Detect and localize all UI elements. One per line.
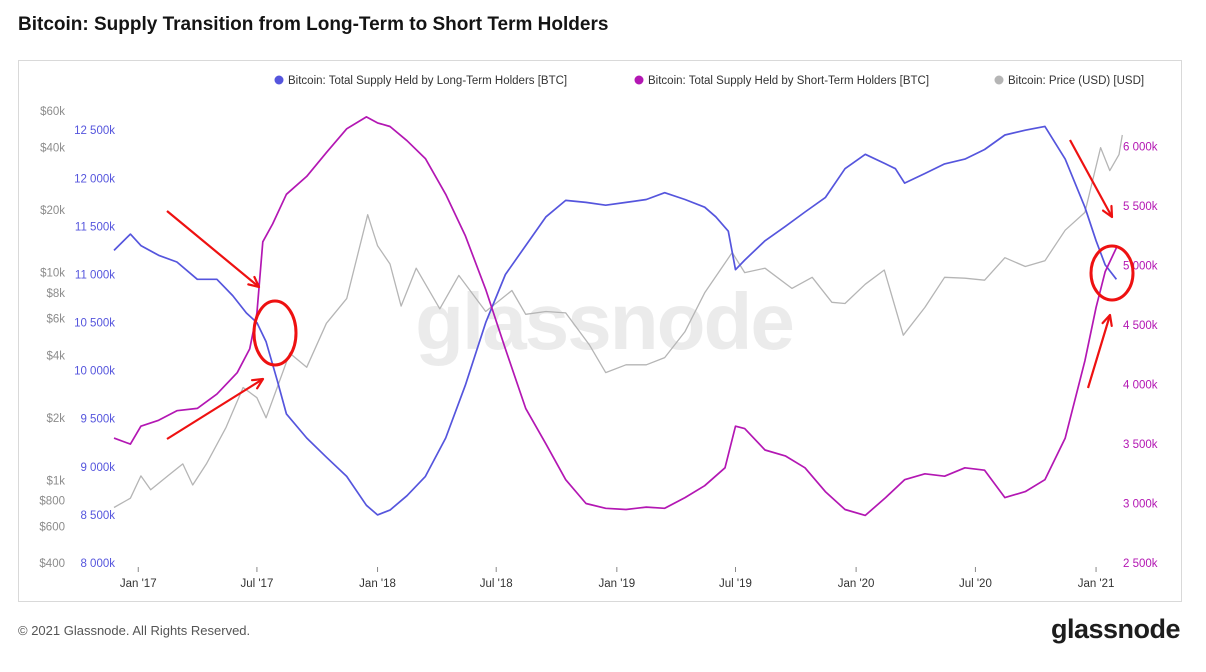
x-tick-label: Jul '17 [240,578,273,590]
lth-tick-label: 11 000k [75,269,115,281]
price-tick-label: $400 [39,558,65,570]
sth-tick-label: 5 500k [1123,201,1158,213]
annotations [166,139,1135,440]
price-tick-label: $20k [40,205,65,217]
lth-legend-label: Bitcoin: Total Supply Held by Long-Term … [288,75,567,87]
copyright-text: © 2021 Glassnode. All Rights Reserved. [18,623,251,638]
price-series-line [113,134,1123,509]
price-tick-label: $40k [40,143,65,155]
price-tick-label: $60k [40,106,65,118]
sth-tick-label: 4 000k [1123,380,1158,392]
lth-tick-label: 12 500k [74,125,115,137]
chart-legend: Bitcoin: Total Supply Held by Long-Term … [274,75,1144,87]
sth-tick-label: 5 000k [1123,261,1158,273]
annotation-arrow [166,210,260,288]
price-tick-label: $1k [46,475,65,487]
annotation-arrow-head [1101,204,1114,219]
annotation-arrow [1069,139,1113,218]
price-legend-label: Bitcoin: Price (USD) [USD] [1008,75,1144,87]
lth-tick-label: 9 500k [80,414,115,426]
brand-logo: glassnode [1050,614,1181,644]
annotation-arrow [1086,314,1112,389]
price-tick-label: $8k [46,288,65,300]
chart-panel: glassnode Bitcoin: Total Supply Held by … [18,60,1182,602]
x-tick-label: Jan '17 [120,578,157,590]
sth-legend-marker [634,75,644,85]
price-axis: $400 $600 $800 $1k $2k $4k $6k $8k $10k $20k $40k $… [39,106,65,570]
sth-tick-label: 3 500k [1123,439,1158,451]
sth-tick-label: 6 000k [1123,142,1158,154]
lth-tick-label: 8 500k [80,510,115,522]
sth-tick-label: 2 500k [1123,558,1158,570]
price-tick-label: $10k [40,268,65,280]
sth-tick-label: 4 500k [1123,320,1158,332]
annotation-arrow-head [247,275,261,289]
highlight-circle [252,299,298,367]
watermark: glassnode [415,277,793,366]
x-tick-label: Jul '20 [959,578,992,590]
annotation-arrow-head [1101,313,1113,327]
chart-svg: glassnode Bitcoin: Total Supply Held by … [39,75,1158,590]
x-tick-label: Jan '21 [1078,578,1115,590]
price-legend-marker [994,75,1004,85]
x-tick-label: Jul '19 [719,578,752,590]
x-tick-label: Jan '19 [598,578,635,590]
sth-legend-label: Bitcoin: Total Supply Held by Short-Term… [648,75,929,87]
chart-title: Bitcoin: Supply Transition from Long-Ter… [18,14,609,35]
lth-tick-label: 10 500k [74,318,115,330]
sth-axis: 2 500k 3 000k 3 500k 4 000k 4 500k 5 000k 5 50… [1123,142,1158,570]
x-tick-label: Jan '20 [838,578,875,590]
lth-tick-label: 12 000k [74,173,115,185]
lth-series-line [113,125,1118,516]
sth-tick-label: 3 000k [1123,499,1158,511]
price-tick-label: $800 [39,495,65,507]
price-tick-label: $4k [46,350,65,362]
lth-tick-label: 10 000k [74,366,115,378]
price-tick-label: $600 [39,521,65,533]
annotation-arrow [166,378,264,440]
sth-series-line [113,116,1118,517]
x-tick-label: Jul '18 [480,578,513,590]
highlight-circle [1089,244,1135,302]
lth-legend-marker [274,75,284,85]
series-lines [113,116,1123,517]
annotation-arrow-head [250,377,265,390]
lth-tick-label: 9 000k [80,462,115,474]
lth-tick-label: 8 000k [80,558,115,570]
lth-tick-label: 11 500k [75,221,115,233]
lth-axis: 8 000k 8 500k 9 000k 9 500k 10 000k 10 500k 11… [74,125,115,570]
x-axis: Jan '17 Jul '17 Jan '18 Jul '18 Jan '19 Jul '… [120,567,1115,590]
price-tick-label: $2k [46,413,65,425]
price-tick-label: $6k [46,314,65,326]
x-tick-label: Jan '18 [359,578,396,590]
